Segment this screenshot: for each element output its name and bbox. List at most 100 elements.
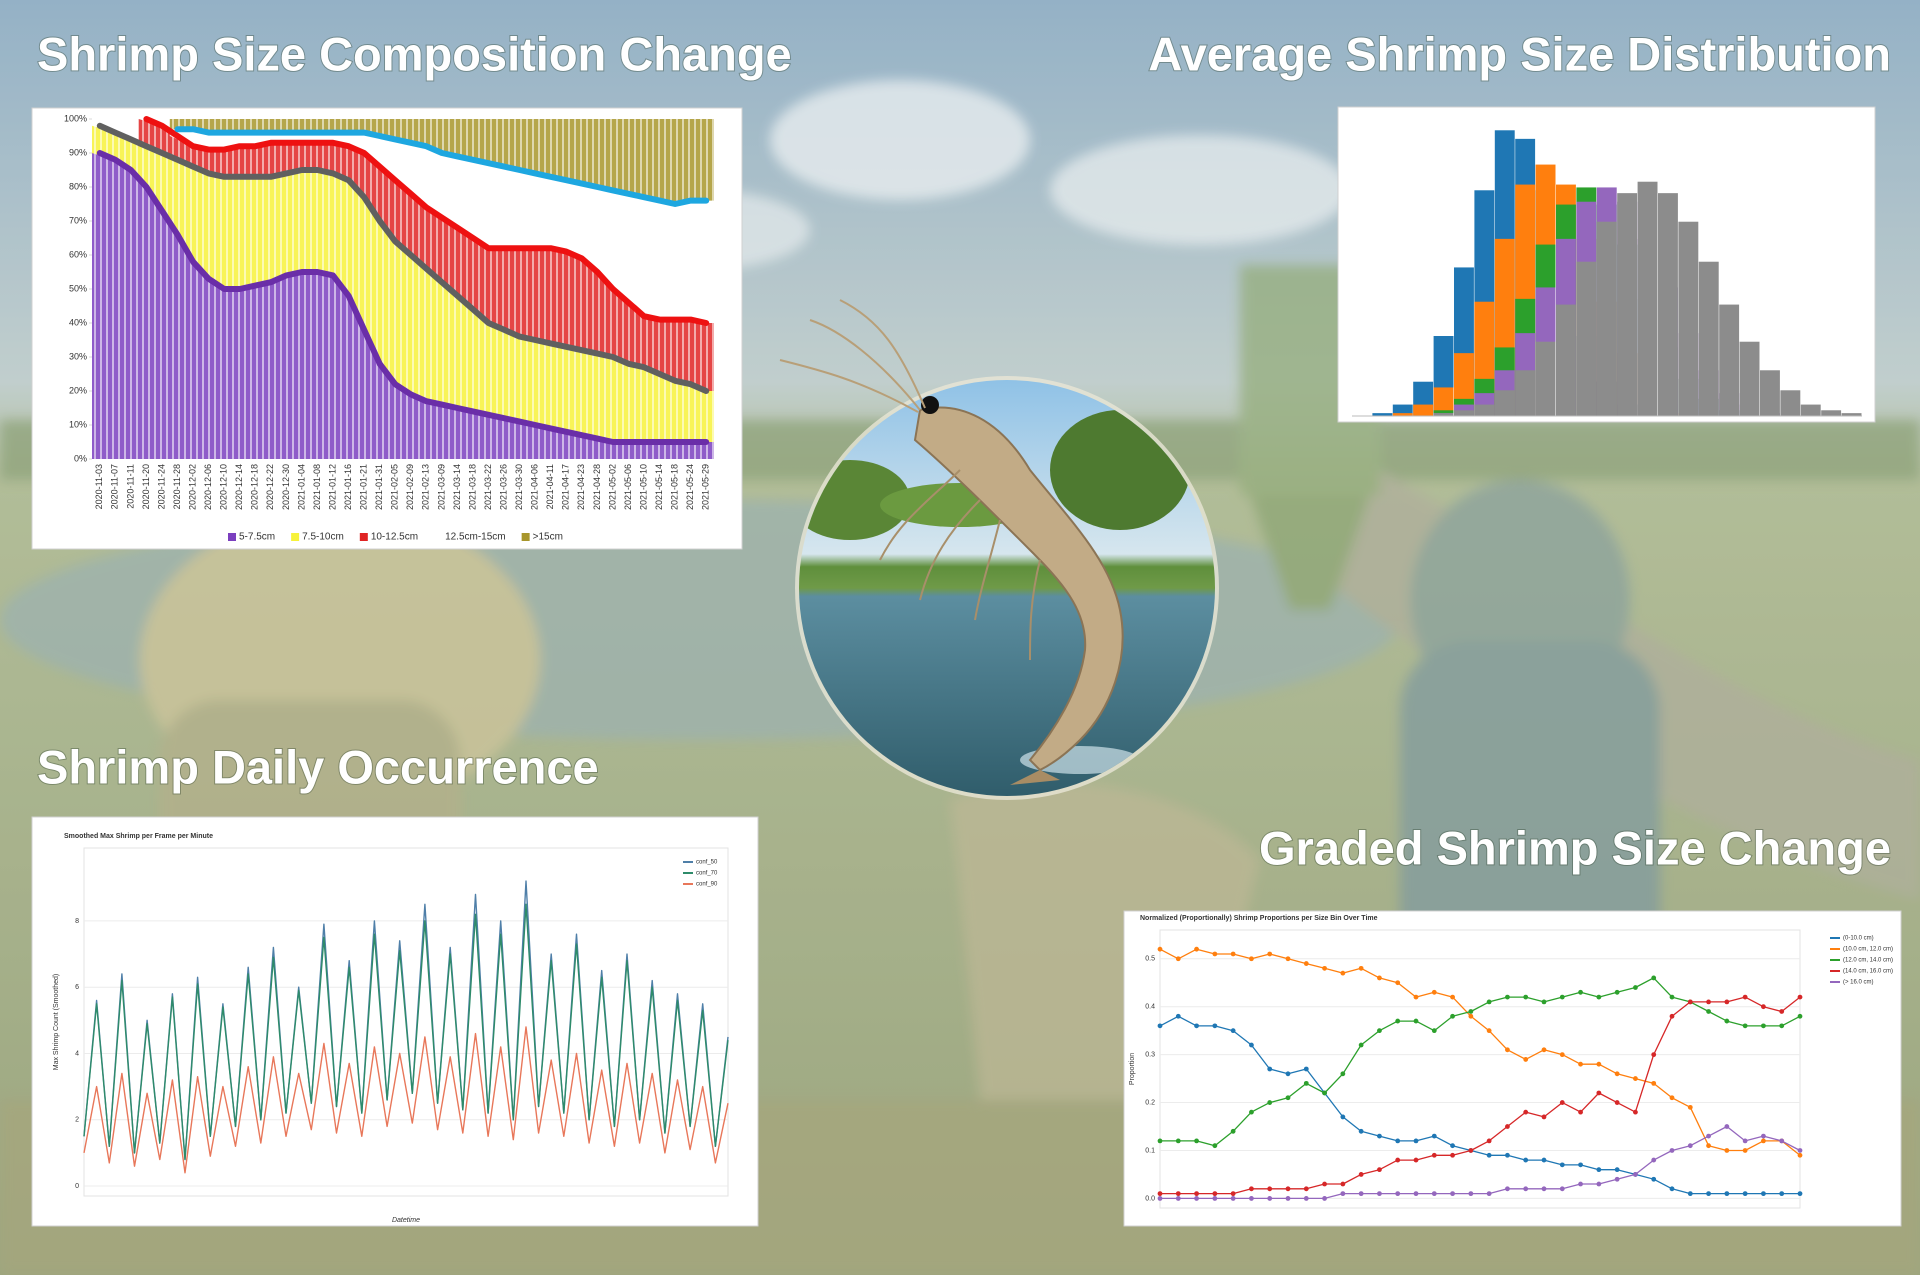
y-tick-label: 60% [69,249,87,259]
x-tick-label: 2021-01-04 [296,464,306,510]
series-point [1578,1061,1583,1067]
shrimp-photo [779,299,1219,800]
chart-panel: 0.0 0.1 0.2 0.3 0.4 0.5 Normalized (Proportion… [1123,910,1902,1227]
histogram-bar [1474,404,1495,416]
series-point [1651,975,1657,981]
y-tick-label: 40% [69,317,87,327]
x-tick-label: 2021-03-09 [436,464,446,510]
series-point [1194,1191,1199,1197]
series-point [1450,1143,1455,1149]
series-point [1230,1191,1236,1197]
series-point [1706,1191,1711,1197]
series-point [1486,999,1492,1005]
series-point [1395,1138,1401,1144]
series-point [1303,1186,1309,1192]
series-point [1651,1052,1657,1058]
histogram-bar [1637,181,1658,416]
y-tick-label: 0.2 [1145,1099,1155,1106]
x-tick-label: 2021-02-09 [405,464,415,510]
histogram-bar [1556,304,1576,416]
series-point [1523,994,1529,1000]
y-tick-label: 0% [74,453,87,463]
x-tick-label: 2020-11-24 [156,464,166,509]
series-point [1340,1181,1346,1187]
x-tick-label: 2020-11-20 [141,464,151,509]
legend-swatch [521,533,530,541]
series-point [1614,1100,1620,1105]
series-point [1706,1009,1711,1014]
y-tick-label: 6 [75,984,79,991]
series-line [1160,1125,1801,1200]
x-tick-label: 2021-01-16 [343,464,353,510]
series-point [1157,1196,1163,1201]
series-point [1285,1186,1291,1192]
x-tick-label: 2021-01-31 [374,464,384,510]
chart-panel: 0% 10% 20% 30% 40% 50% 60% 70% 80% 90% 100% 2020-11… [31,107,743,550]
series-point [1779,1009,1785,1014]
histogram-bar [1678,221,1699,416]
y-tick-label: 10% [69,419,87,429]
x-tick-label: 2021-03-18 [467,464,477,510]
x-tick-label: 2021-05-14 [654,464,664,510]
histogram-bar [1719,304,1740,416]
x-tick-label: 2021-04-23 [576,464,586,510]
x-axis-label: Datetime [392,1217,420,1224]
histogram-bar [1433,387,1454,416]
series-point [1505,1124,1510,1129]
series-point [1505,1152,1510,1158]
series-point [1431,1028,1437,1034]
series-point [1596,994,1602,1000]
chart-panel: 0 2 4 6 8 Smoothed Max Shrimp per Frame per M… [31,816,759,1227]
y-tick-label: 50% [69,283,87,293]
legend-swatch [434,533,443,541]
y-tick-label: 2 [75,1117,79,1124]
x-tick-label: 2021-03-22 [483,464,493,510]
series-point [1322,1196,1327,1201]
series-point [1742,1023,1748,1029]
x-tick-label: 2021-05-06 [623,464,633,510]
series-point [1194,946,1199,952]
series-point [1322,1090,1327,1096]
series-point [1249,1042,1254,1048]
histogram-bar [1739,341,1760,416]
series-point [1578,1181,1583,1187]
series-point [1724,999,1730,1005]
trend-line [143,116,710,326]
series-point [1267,951,1273,957]
y-tick-label: 80% [69,181,87,191]
series-point [1157,946,1163,952]
series-point [1377,1028,1382,1034]
series-point [1450,994,1455,1000]
histogram-bar [1617,193,1638,416]
chart-card [31,816,759,1227]
y-tick-label: 0.0 [1145,1195,1155,1202]
series-point [1541,1114,1547,1120]
legend-label: 12.5cm-15cm [445,532,506,543]
histogram-bar [1372,413,1393,416]
series-point [1541,1186,1547,1192]
heading: Average Shrimp Size Distribution [1148,27,1891,80]
x-tick-label: 2021-05-02 [607,464,617,510]
series-point [1450,1152,1455,1158]
series-point [1541,1047,1547,1053]
series-point [1431,1152,1437,1158]
series-point [1450,1013,1455,1019]
series-point [1395,1157,1401,1163]
series-point [1742,1191,1748,1197]
histogram-bar [1535,341,1556,416]
series-point [1578,989,1583,995]
histogram-bar [1392,404,1413,416]
series-point [1377,975,1382,981]
series-point [1669,994,1675,1000]
series-point [1212,1023,1218,1029]
series-point [1651,1157,1657,1163]
series-point [1486,1138,1492,1144]
series-point [1523,1157,1529,1163]
series-line [1159,948,1801,1156]
series-point [1559,1100,1565,1105]
x-tick-label: 2021-01-21 [359,464,369,510]
series-point [1669,1095,1675,1101]
series-point [1633,1109,1638,1115]
series-point [1559,994,1565,1000]
series-point [1377,1133,1382,1139]
